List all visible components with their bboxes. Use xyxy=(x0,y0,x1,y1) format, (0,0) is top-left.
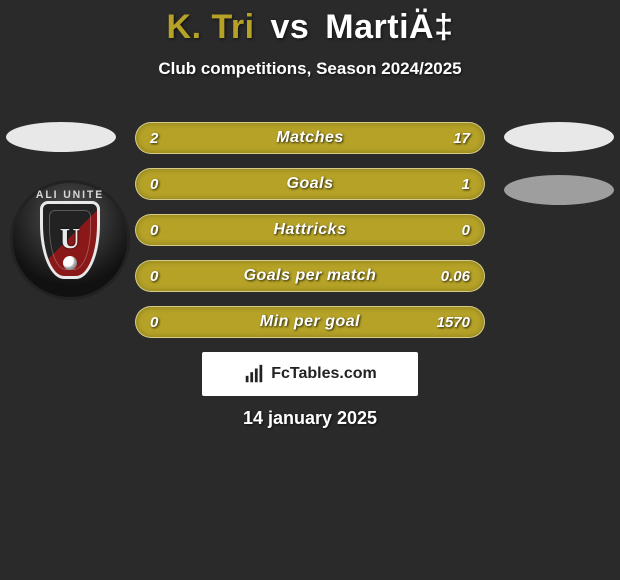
stat-left-value: 0 xyxy=(150,222,198,239)
stat-row: 0Goals1 xyxy=(135,168,485,200)
stat-row: 0Hattricks0 xyxy=(135,214,485,246)
stat-row: 0Min per goal1570 xyxy=(135,306,485,338)
right-team-placeholder-2 xyxy=(504,175,614,205)
stat-left-value: 0 xyxy=(150,268,198,285)
right-team-placeholder-1 xyxy=(504,122,614,152)
title-player1: K. Tri xyxy=(167,8,255,46)
subtitle: Club competitions, Season 2024/2025 xyxy=(0,59,620,79)
stat-right-value: 1 xyxy=(422,176,470,193)
stat-left-value: 0 xyxy=(150,314,198,331)
source-badge: FcTables.com xyxy=(202,352,418,396)
stats-table: 2Matches17 0Goals1 0Hattricks0 0Goals per m… xyxy=(135,122,485,352)
stat-right-value: 0.06 xyxy=(422,268,470,285)
comparison-title: K. Tri vs MartiÄ‡ xyxy=(0,0,620,47)
crest-shield: U xyxy=(40,201,100,279)
stat-right-value: 1570 xyxy=(422,314,470,331)
stat-row: 0Goals per match0.06 xyxy=(135,260,485,292)
stat-left-value: 0 xyxy=(150,176,198,193)
title-vs: vs xyxy=(271,8,310,46)
title-player2: MartiÄ‡ xyxy=(325,8,453,46)
club-crest: ALI UNITE U xyxy=(10,180,130,300)
left-team-placeholder xyxy=(6,122,116,152)
stat-left-value: 2 xyxy=(150,130,198,147)
stat-right-value: 17 xyxy=(422,130,470,147)
bar-chart-icon xyxy=(243,363,265,385)
crest-letter: U xyxy=(60,224,80,256)
crest-arc-text: ALI UNITE xyxy=(16,189,124,201)
source-label: FcTables.com xyxy=(271,365,377,383)
date-text: 14 january 2025 xyxy=(0,408,620,429)
stat-row: 2Matches17 xyxy=(135,122,485,154)
stat-right-value: 0 xyxy=(422,222,470,239)
soccer-ball-icon xyxy=(63,256,77,270)
